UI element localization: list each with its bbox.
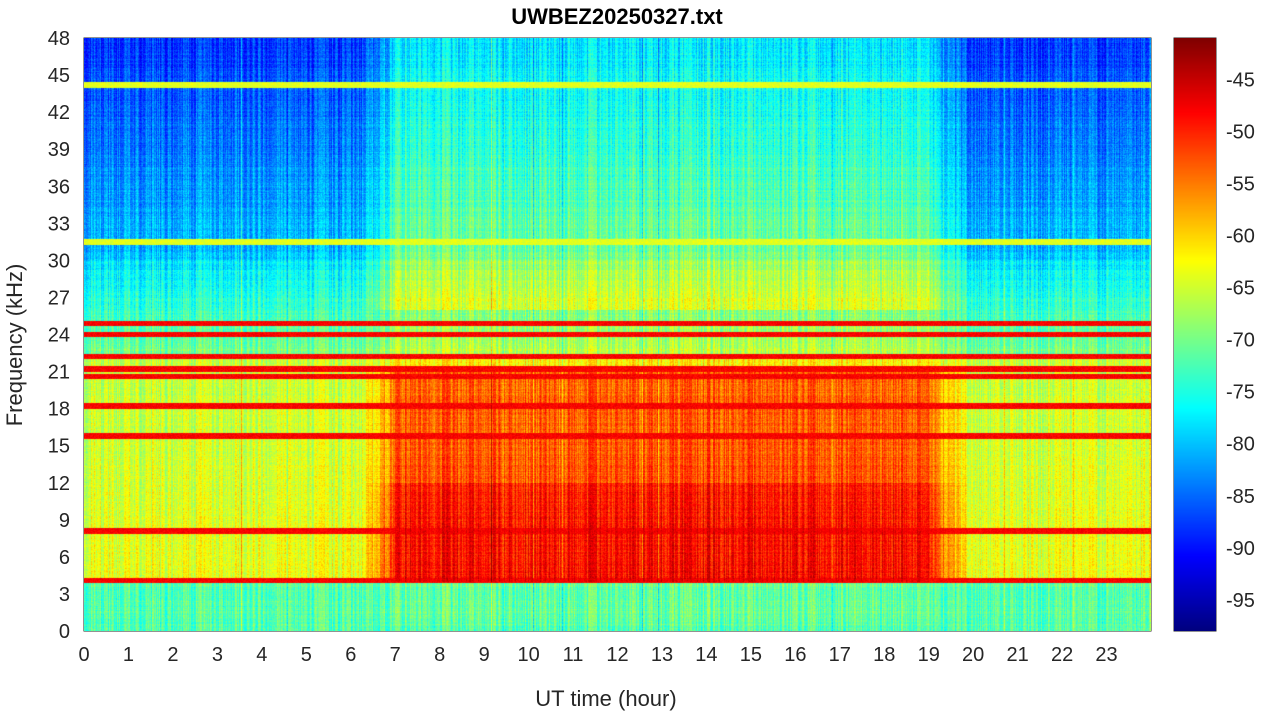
colorbar-tick-label: -70 bbox=[1226, 330, 1255, 352]
y-tick-label: 36 bbox=[48, 176, 70, 198]
x-tick-label: 20 bbox=[962, 644, 984, 666]
y-tick-label: 6 bbox=[59, 547, 70, 569]
colorbar-gradient bbox=[1174, 38, 1216, 631]
colorbar-tick-label: -95 bbox=[1226, 590, 1255, 612]
x-tick-label: 0 bbox=[78, 644, 89, 666]
y-tick-label: 12 bbox=[48, 473, 70, 495]
x-tick-label: 10 bbox=[517, 644, 539, 666]
colorbar-tick-label: -90 bbox=[1226, 538, 1255, 560]
y-tick-label: 39 bbox=[48, 139, 70, 161]
y-tick-label: 9 bbox=[59, 510, 70, 532]
y-tick-label: 48 bbox=[48, 28, 70, 50]
x-tick-label: 15 bbox=[740, 644, 762, 666]
colorbar-tick-label: -50 bbox=[1226, 122, 1255, 144]
x-tick-label: 3 bbox=[212, 644, 223, 666]
y-tick-label: 24 bbox=[48, 325, 70, 347]
x-tick-label: 17 bbox=[829, 644, 851, 666]
chart-title: UWBEZ20250327.txt bbox=[511, 4, 723, 29]
spectrogram-image bbox=[84, 38, 1151, 631]
x-tick-label: 23 bbox=[1095, 644, 1117, 666]
x-tick-label: 5 bbox=[301, 644, 312, 666]
y-tick-label: 15 bbox=[48, 436, 70, 458]
colorbar-tick-label: -85 bbox=[1226, 486, 1255, 508]
x-tick-label: 11 bbox=[563, 644, 584, 666]
x-tick-label: 12 bbox=[606, 644, 628, 666]
y-tick-label: 42 bbox=[48, 102, 70, 124]
y-tick-label: 21 bbox=[48, 362, 70, 384]
x-tick-label: 18 bbox=[873, 644, 895, 666]
x-tick-label: 2 bbox=[167, 644, 178, 666]
colorbar-tick-label: -60 bbox=[1226, 226, 1255, 248]
y-tick-label: 45 bbox=[48, 65, 70, 87]
x-tick-label: 1 bbox=[123, 644, 134, 666]
x-tick-label: 13 bbox=[651, 644, 673, 666]
x-tick-label: 6 bbox=[345, 644, 356, 666]
y-axis-label: Frequency (kHz) bbox=[2, 264, 27, 427]
x-tick-label: 22 bbox=[1051, 644, 1073, 666]
x-tick-label: 9 bbox=[479, 644, 490, 666]
y-tick-label: 30 bbox=[48, 250, 70, 272]
colorbar-tick-label: -55 bbox=[1226, 174, 1255, 196]
x-tick-label: 19 bbox=[918, 644, 940, 666]
y-tick-label: 18 bbox=[48, 399, 70, 421]
x-axis-label: UT time (hour) bbox=[535, 686, 676, 711]
x-tick-label: 14 bbox=[695, 644, 717, 666]
colorbar-tick-label: -45 bbox=[1226, 70, 1255, 92]
x-tick-label: 7 bbox=[390, 644, 401, 666]
y-tick-label: 3 bbox=[59, 584, 70, 606]
y-tick-label: 0 bbox=[59, 621, 70, 643]
x-tick-label: 16 bbox=[784, 644, 806, 666]
x-tick-label: 4 bbox=[256, 644, 267, 666]
colorbar-tick-label: -75 bbox=[1226, 382, 1255, 404]
x-tick-label: 21 bbox=[1007, 644, 1029, 666]
y-tick-label: 33 bbox=[48, 213, 70, 235]
colorbar-tick-label: -65 bbox=[1226, 278, 1255, 300]
colorbar-tick-label: -80 bbox=[1226, 434, 1255, 456]
x-tick-label: 8 bbox=[434, 644, 445, 666]
y-tick-label: 27 bbox=[48, 287, 70, 309]
